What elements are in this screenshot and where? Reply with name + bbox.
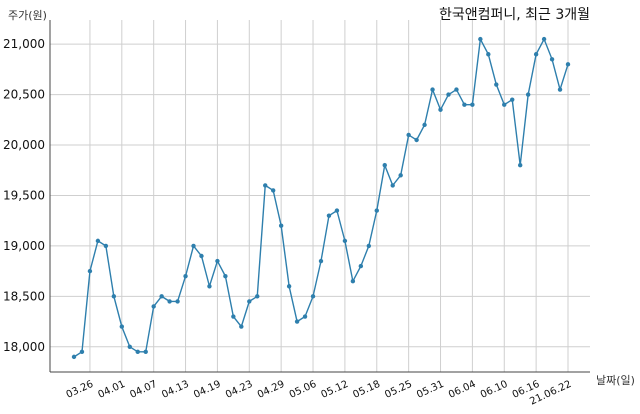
y-axis-label: 주가(원) xyxy=(8,9,47,22)
y-tick-label: 18,500 xyxy=(3,289,45,303)
data-point xyxy=(310,294,316,299)
data-point xyxy=(270,188,276,193)
data-point xyxy=(390,183,395,188)
data-point xyxy=(151,304,156,309)
data-point xyxy=(549,57,555,62)
x-tick-label: 04.29 xyxy=(256,379,287,401)
x-tick-label: 04.19 xyxy=(192,379,223,401)
data-point xyxy=(462,102,467,107)
y-tick-label: 20,000 xyxy=(3,138,45,152)
data-point xyxy=(525,92,531,97)
data-point xyxy=(366,243,372,249)
x-tick-label: 04.23 xyxy=(224,379,255,401)
grid-layer xyxy=(50,20,590,372)
x-tick-label: 04.07 xyxy=(128,379,159,401)
data-point xyxy=(470,102,475,107)
data-point xyxy=(191,243,196,249)
data-point xyxy=(446,92,451,97)
data-point xyxy=(541,36,547,42)
data-point xyxy=(565,62,571,67)
data-point xyxy=(247,299,252,304)
data-point xyxy=(517,163,523,168)
data-point xyxy=(422,122,427,128)
data-point xyxy=(231,314,236,319)
x-tick-label: 05.12 xyxy=(320,379,351,401)
data-point xyxy=(342,238,348,244)
data-point xyxy=(135,349,140,355)
data-point xyxy=(557,87,563,92)
x-tick-label: 04.13 xyxy=(160,379,191,401)
data-point xyxy=(278,223,284,228)
data-point xyxy=(318,258,324,264)
data-point xyxy=(103,243,109,249)
data-point xyxy=(79,349,85,355)
data-point xyxy=(438,107,443,112)
data-point xyxy=(215,258,220,264)
x-tick-label: 06.10 xyxy=(479,379,510,401)
data-point xyxy=(71,354,77,360)
data-point xyxy=(159,294,164,299)
data-point xyxy=(382,163,387,168)
data-point xyxy=(533,52,539,57)
data-point xyxy=(207,284,212,289)
data-point xyxy=(199,253,204,259)
label-layer: 한국앤컴퍼니, 최근 3개월 주가(원) 날짜(일) xyxy=(8,7,635,387)
data-point xyxy=(398,173,403,178)
data-point xyxy=(510,97,515,102)
data-point xyxy=(478,36,483,42)
data-point xyxy=(263,183,268,188)
y-tick-label: 21,000 xyxy=(3,37,45,51)
y-tick-label: 18,000 xyxy=(3,340,45,354)
y-tick-label: 19,000 xyxy=(3,239,45,253)
data-point xyxy=(502,102,507,107)
data-point xyxy=(223,273,228,279)
x-tick-label: 05.31 xyxy=(415,379,446,401)
y-tick-label: 19,500 xyxy=(3,188,45,202)
x-tick-label: 05.25 xyxy=(383,379,414,401)
x-tick-label: 04.01 xyxy=(96,379,127,401)
series-layer xyxy=(71,36,571,360)
data-point xyxy=(255,294,260,299)
data-point xyxy=(374,208,379,213)
data-point xyxy=(494,82,499,87)
data-point xyxy=(454,87,459,92)
data-point xyxy=(167,299,172,304)
data-point xyxy=(406,132,411,138)
data-point xyxy=(430,87,435,92)
data-point xyxy=(119,324,125,329)
x-tick-label: 03.26 xyxy=(65,379,96,401)
x-tick-label: 05.06 xyxy=(288,379,319,401)
data-point xyxy=(127,344,132,349)
y-tick-label: 20,500 xyxy=(3,88,45,102)
data-point xyxy=(143,349,148,355)
data-point xyxy=(486,52,491,57)
data-point xyxy=(183,273,188,279)
data-point xyxy=(111,294,117,299)
data-point xyxy=(302,314,308,319)
data-point xyxy=(294,319,300,324)
data-point xyxy=(175,299,180,304)
x-axis-label: 날짜(일) xyxy=(596,373,635,387)
data-point xyxy=(239,324,244,329)
data-point xyxy=(358,263,364,269)
series-line xyxy=(73,36,569,358)
data-point xyxy=(334,208,340,213)
data-point xyxy=(95,238,101,244)
data-point xyxy=(326,213,332,218)
data-point xyxy=(87,268,93,274)
x-tick-label: 05.18 xyxy=(351,379,382,401)
data-point xyxy=(350,279,356,284)
data-point xyxy=(286,284,292,289)
data-point xyxy=(414,137,419,143)
chart-title: 한국앤컴퍼니, 최근 3개월 xyxy=(439,7,590,23)
x-tick-label: 06.04 xyxy=(447,379,478,401)
axis-layer: 18,000 18,500 19,000 19,500 20,000 20,500 21,0… xyxy=(3,20,590,408)
